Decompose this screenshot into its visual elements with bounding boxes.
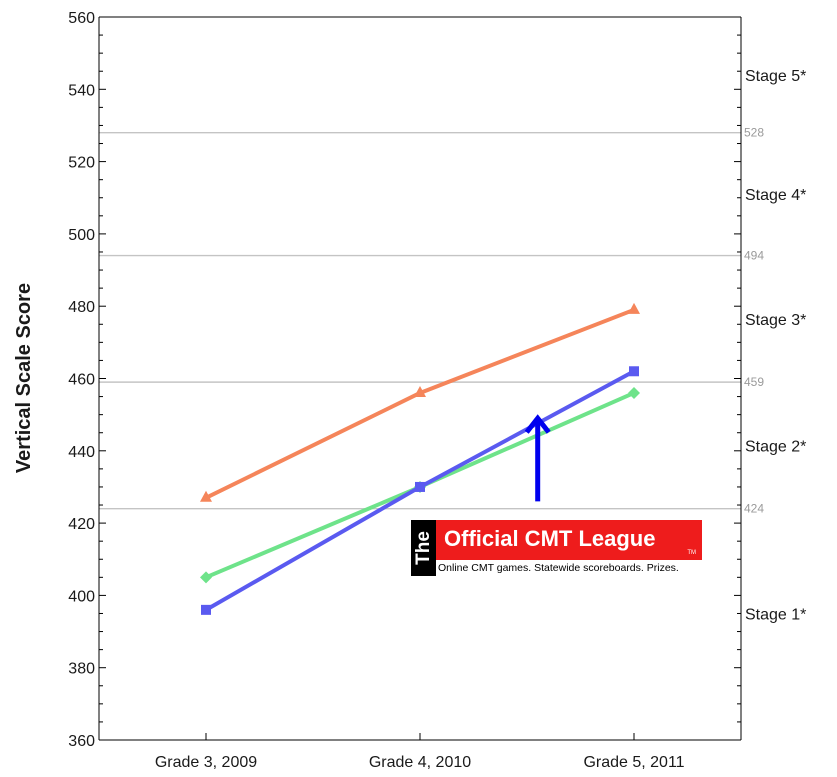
data-point	[414, 385, 426, 397]
reference-line-label: 494	[744, 249, 764, 263]
data-point	[629, 366, 639, 377]
y-tick-label: 460	[68, 372, 95, 389]
y-axis-ticks: 360 380 400 420 440 460 480 500 520 540 560	[68, 10, 741, 750]
y-tick-label: 400	[68, 588, 95, 605]
stage-label: Stage 5*	[745, 68, 806, 85]
reference-line-label: 528	[744, 126, 764, 140]
y-tick-label: 380	[68, 661, 95, 678]
y-axis-title: Vertical Scale Score	[13, 283, 35, 473]
stage-label: Stage 1*	[745, 606, 806, 623]
reference-line-label: 424	[744, 502, 764, 516]
ad-the-text: The	[412, 531, 434, 565]
ad-the-block: The	[411, 520, 436, 576]
y-tick-label: 540	[68, 82, 95, 99]
x-axis-ticks: Grade 3, 2009 Grade 4, 2010 Grade 5, 2011	[155, 733, 685, 771]
stage-label: Stage 2*	[745, 438, 806, 455]
ad-tagline: Online CMT games. Statewide scoreboards.…	[438, 562, 679, 574]
series-group	[200, 302, 640, 615]
stage-label: Stage 4*	[745, 187, 806, 204]
arrow-head	[524, 414, 551, 434]
y-tick-label: 480	[68, 299, 95, 316]
y-tick-label: 500	[68, 227, 95, 244]
y-tick-label: 420	[68, 516, 95, 533]
data-point	[200, 490, 212, 502]
data-point	[628, 386, 640, 399]
cmt-league-ad[interactable]: The Official CMT League TM Online CMT ga…	[411, 520, 702, 576]
ad-title: Official CMT League	[444, 526, 656, 551]
x-tick-label: Grade 3, 2009	[155, 754, 257, 771]
y-tick-label: 520	[68, 155, 95, 172]
data-point	[201, 604, 211, 615]
reference-lines: 424 459 494 528	[99, 126, 764, 516]
data-point	[415, 481, 425, 492]
annotation-arrow	[524, 414, 551, 502]
y-tick-label: 440	[68, 444, 95, 461]
stage-labels: Stage 1* Stage 2* Stage 3* Stage 4* Stage 5*	[745, 68, 806, 624]
data-point	[200, 571, 212, 584]
y-tick-label: 560	[68, 10, 95, 27]
ad-banner: Official CMT League TM	[436, 520, 702, 560]
ad-trademark: TM	[687, 550, 696, 556]
y-tick-label: 360	[68, 733, 95, 750]
reference-line-label: 459	[744, 375, 764, 389]
axes	[98, 16, 742, 741]
x-tick-label: Grade 4, 2010	[369, 754, 471, 771]
x-tick-label: Grade 5, 2011	[583, 754, 684, 771]
stage-label: Stage 3*	[745, 312, 806, 329]
data-point	[628, 302, 640, 314]
